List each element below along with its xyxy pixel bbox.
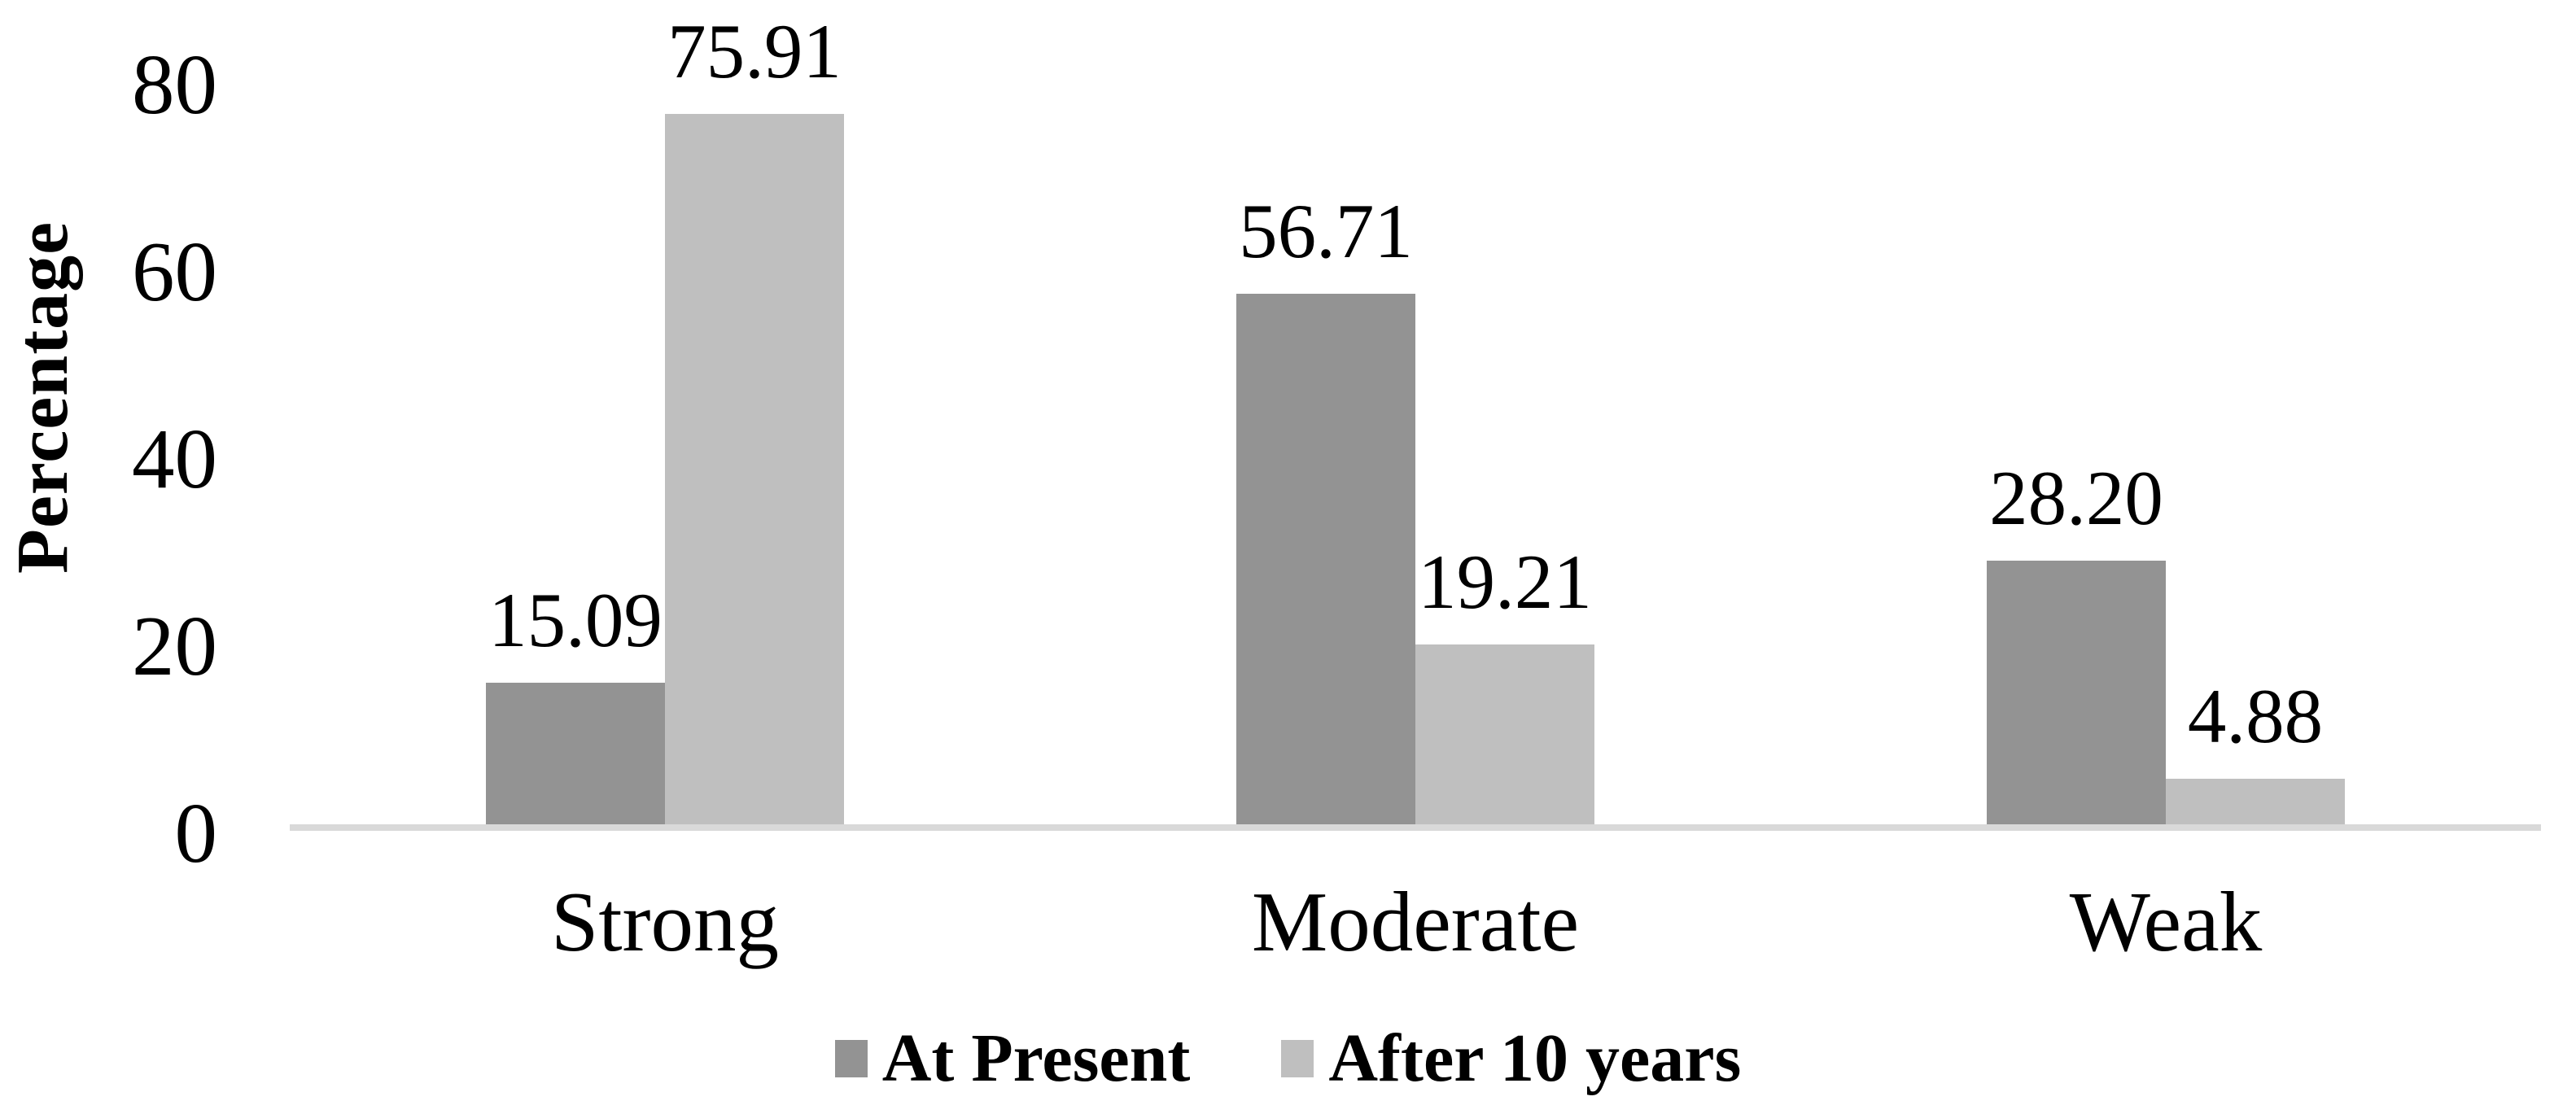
legend-label-after-10-years: After 10 years [1328,1020,1742,1096]
bar-value-label-at-present-weak: 28.20 [1989,455,2163,541]
bar-value-label-at-present-moderate: 56.71 [1239,188,1413,274]
legend-label-at-present: At Present [881,1020,1191,1096]
bar-value-label-after-10-years-weak: 4.88 [2187,673,2324,759]
bar-value-label-after-10-years-moderate: 19.21 [1418,539,1592,625]
y-tick-40: 40 [132,411,217,506]
category-label-strong: Strong [550,874,780,969]
y-tick-0: 0 [174,785,218,880]
bar-value-label-at-present-strong: 15.09 [488,577,663,663]
bar-at-present-moderate [1236,294,1415,824]
bar-at-present-strong [486,683,665,824]
category-label-weak: Weak [2069,874,2263,969]
y-tick-60: 60 [132,224,217,319]
legend: At Present After 10 years [0,1011,2576,1105]
y-tick-20: 20 [132,598,217,693]
legend-item-at-present: At Present [834,1020,1191,1096]
bar-after-10-years-weak [2166,779,2345,824]
legend-swatch-icon-at-present [834,1039,868,1077]
bar-after-10-years-moderate [1415,644,1594,824]
bar-at-present-weak [1987,561,2166,824]
bar-after-10-years-strong [665,114,844,824]
y-tick-80: 80 [132,37,217,132]
legend-item-after-10-years: After 10 years [1281,1024,1741,1093]
legend-swatch-icon-after-10-years [1281,1039,1314,1077]
x-axis-line [290,824,2541,831]
bar-value-label-after-10-years-strong: 75.91 [667,8,842,94]
category-label-moderate: Moderate [1251,874,1580,969]
